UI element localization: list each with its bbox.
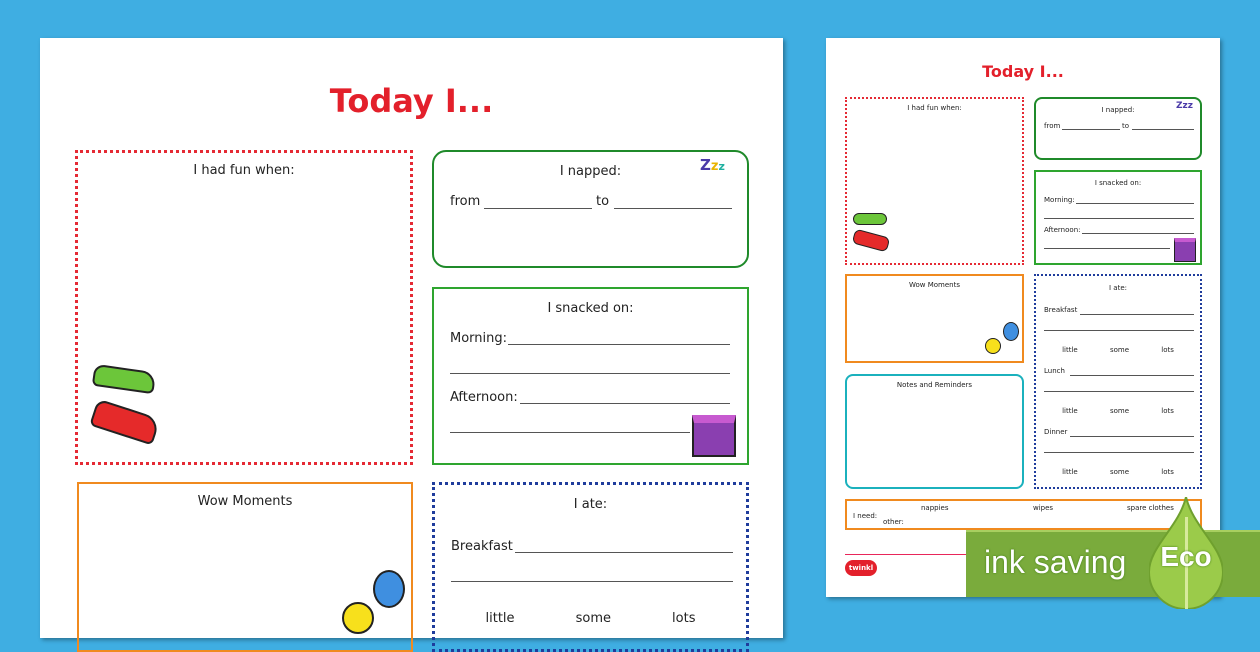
need-label: I need: (853, 512, 878, 520)
notes-label: Notes and Reminders (896, 381, 973, 389)
wow-label-small: Wow Moments (908, 281, 961, 289)
afternoon-field-small[interactable] (1082, 233, 1194, 234)
snack-pot-icon (692, 415, 736, 457)
eco-drop-icon: Eco (1147, 496, 1225, 610)
snack-pot-icon (1174, 238, 1196, 262)
dinner-amounts-small: little some lots (1046, 468, 1190, 476)
breakfast-amounts: little some lots (455, 611, 726, 626)
napped-label-small: I napped: (1101, 106, 1135, 114)
need-item-wipes: wipes (1033, 504, 1054, 512)
morning-field-small[interactable] (1076, 203, 1194, 204)
lunch-field-small-2[interactable] (1044, 391, 1194, 392)
balloon-icon (373, 570, 405, 608)
page-preview-large: Today I... I had fun when: I napped: Zzz… (40, 38, 783, 652)
wow-box-small: Wow Moments (845, 274, 1024, 363)
sleep-zzz-icon: Zzz (1176, 101, 1194, 111)
morning-field-2[interactable] (450, 373, 730, 374)
breakfast-field[interactable] (515, 552, 733, 553)
page-title-small: Today I... (982, 62, 1064, 81)
smiley-icon (342, 602, 374, 634)
ate-box: I ate: Breakfast little some lots (432, 482, 749, 652)
wow-box: Wow Moments (77, 482, 413, 652)
amount-lots[interactable]: lots (1161, 407, 1174, 415)
afternoon-field[interactable] (520, 403, 730, 404)
ate-box-small: I ate: Breakfast little some lots Lunch li… (1034, 274, 1202, 489)
need-box: I need: nappies wipes spare clothes othe… (845, 499, 1202, 530)
napped-from-label-small: from (1044, 122, 1061, 130)
afternoon-field-2[interactable] (450, 432, 690, 433)
ate-label-small: I ate: (1109, 284, 1127, 292)
need-item-nappies: nappies (921, 504, 949, 512)
twinkl-logo-text: twinkl (848, 564, 874, 572)
amount-lots[interactable]: lots (672, 611, 696, 626)
ate-label: I ate: (573, 497, 608, 512)
car-icon (853, 213, 887, 225)
twinkl-logo: twinkl (845, 560, 877, 576)
breakfast-field-2[interactable] (451, 581, 733, 582)
amount-some[interactable]: some (1109, 346, 1130, 354)
napped-to-field-small[interactable] (1132, 129, 1194, 130)
amount-little[interactable]: little (485, 611, 515, 626)
afternoon-label: Afternoon: (450, 390, 518, 405)
amount-little[interactable]: little (1062, 468, 1078, 476)
page-preview-full: Today I... I had fun when: I napped: Zzz… (826, 38, 1220, 597)
morning-label-small: Morning: (1044, 196, 1075, 204)
amount-lots[interactable]: lots (1161, 346, 1174, 354)
eco-badge-text: Eco (1160, 541, 1212, 572)
afternoon-label-small: Afternoon: (1044, 226, 1081, 234)
breakfast-field-small[interactable] (1080, 314, 1194, 315)
fun-box: I had fun when: (75, 150, 413, 465)
balloon-icon (1003, 322, 1019, 341)
car-icon (91, 363, 157, 395)
breakfast-label-small: Breakfast (1044, 306, 1078, 314)
lunch-field-small[interactable] (1070, 375, 1194, 376)
amount-little[interactable]: little (1062, 346, 1078, 354)
amount-little[interactable]: little (1062, 407, 1078, 415)
amount-some[interactable]: some (1109, 468, 1130, 476)
snacked-label-small: I snacked on: (1094, 179, 1142, 187)
napped-box: I napped: Zzz from to (432, 150, 749, 268)
snacked-label: I snacked on: (547, 301, 634, 316)
lunch-amounts-small: little some lots (1046, 407, 1190, 415)
fun-box-small: I had fun when: (845, 97, 1024, 265)
afternoon-field-small-2[interactable] (1044, 248, 1170, 249)
car-icon (89, 398, 161, 446)
napped-to-field[interactable] (614, 208, 732, 209)
snacked-box: I snacked on: Morning: Afternoon: (432, 287, 749, 465)
breakfast-amounts-small: little some lots (1046, 346, 1190, 354)
napped-to-label-small: to (1122, 122, 1130, 130)
morning-field-small-2[interactable] (1044, 218, 1194, 219)
amount-some[interactable]: some (575, 611, 611, 626)
breakfast-label: Breakfast (451, 539, 513, 554)
napped-to-label: to (596, 194, 610, 209)
morning-label: Morning: (450, 331, 508, 346)
napped-label: I napped: (559, 164, 622, 179)
notes-box: Notes and Reminders (845, 374, 1024, 489)
smiley-icon (985, 338, 1001, 354)
need-other-label: other: (883, 518, 904, 526)
dinner-label-small: Dinner (1044, 428, 1068, 436)
fun-label: I had fun when: (193, 163, 295, 178)
napped-from-label: from (450, 194, 481, 209)
dinner-field-small[interactable] (1070, 436, 1194, 437)
amount-lots[interactable]: lots (1161, 468, 1174, 476)
page-title: Today I... (329, 82, 494, 120)
ink-saving-text: ink saving (984, 544, 1127, 580)
napped-box-small: I napped: Zzz from to (1034, 97, 1202, 160)
car-icon (851, 228, 891, 253)
dinner-field-small-2[interactable] (1044, 452, 1194, 453)
napped-from-field-small[interactable] (1062, 129, 1120, 130)
breakfast-field-small-2[interactable] (1044, 330, 1194, 331)
need-item-spare-clothes: spare clothes (1127, 504, 1174, 512)
morning-field[interactable] (508, 344, 730, 345)
snacked-box-small: I snacked on: Morning: Afternoon: (1034, 170, 1202, 265)
wow-label: Wow Moments (197, 494, 293, 509)
sleep-zzz-icon: Zzz (700, 156, 725, 174)
amount-some[interactable]: some (1109, 407, 1130, 415)
fun-label-small: I had fun when: (907, 104, 962, 112)
napped-from-field[interactable] (484, 208, 592, 209)
lunch-label-small: Lunch (1044, 367, 1065, 375)
